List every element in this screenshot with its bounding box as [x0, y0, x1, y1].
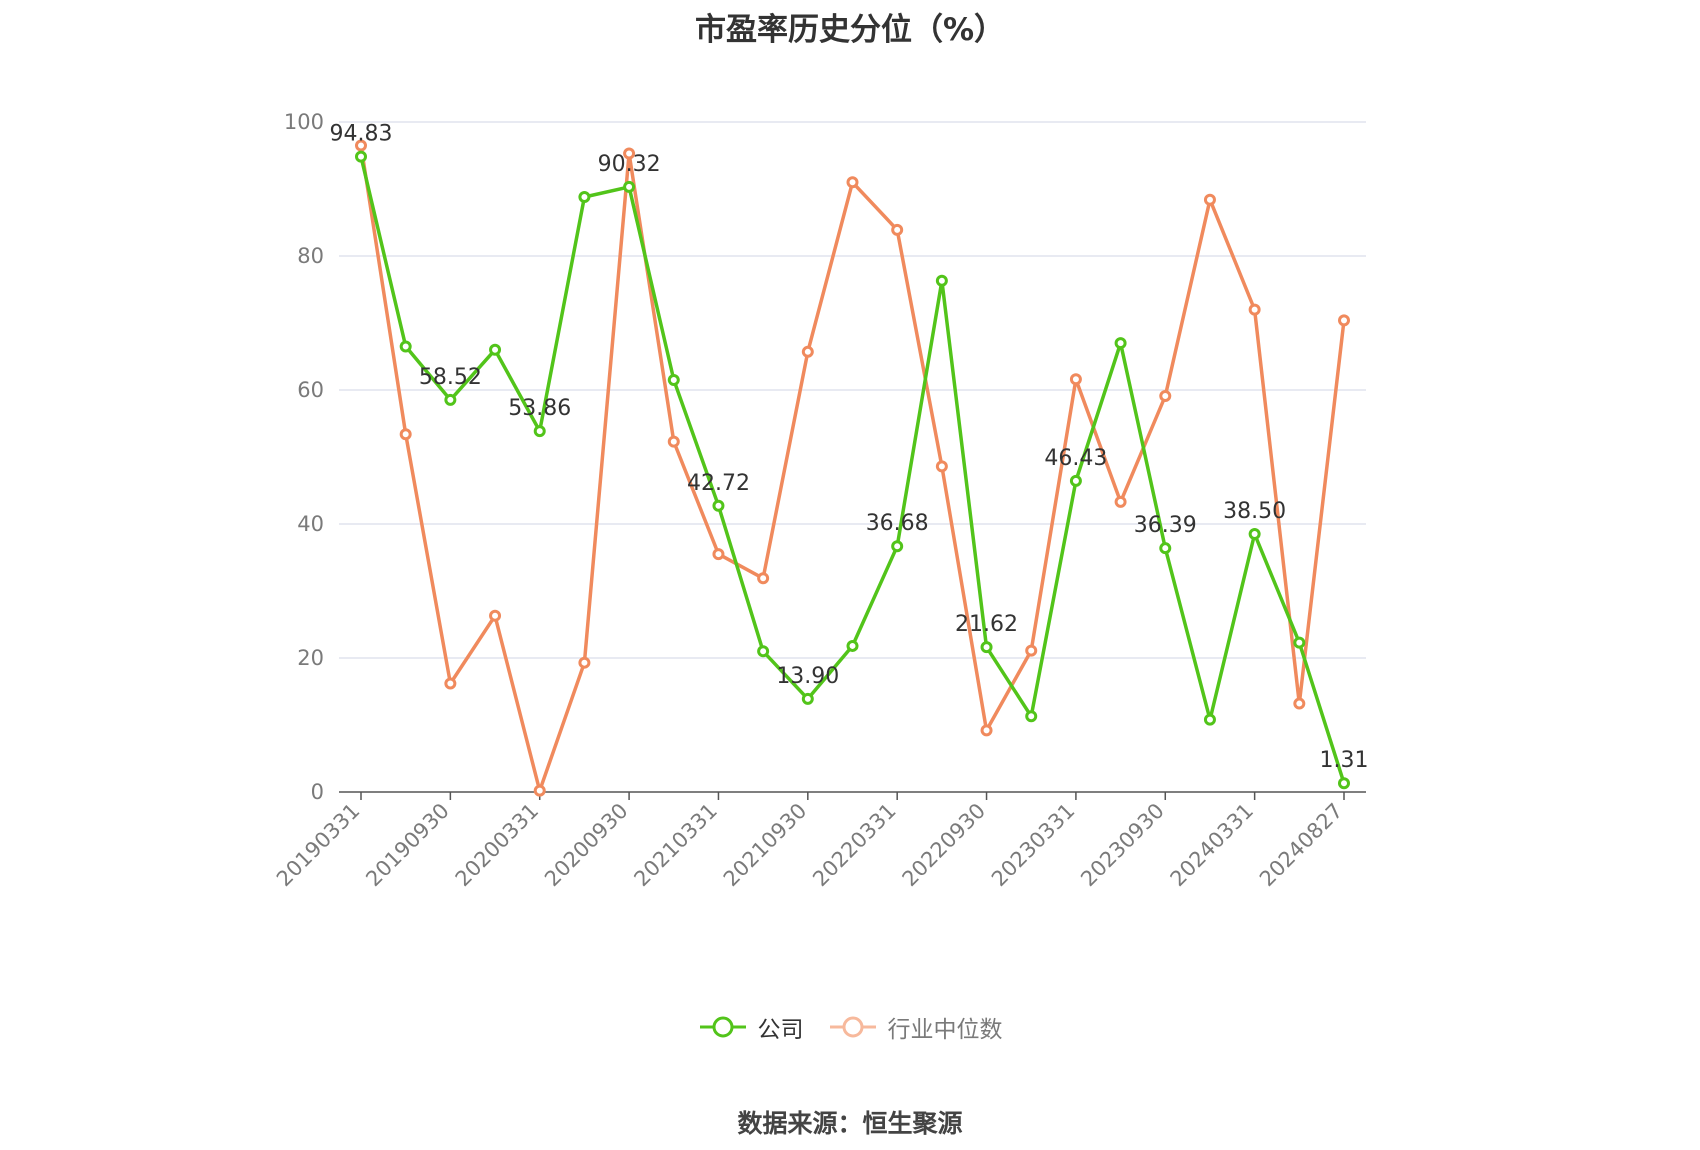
data-label-20240331: 38.50: [1223, 499, 1286, 524]
industry-point-20200930: [623, 147, 636, 160]
company-point-20200930: [623, 180, 636, 193]
y-tick-label-0: 0: [311, 780, 324, 804]
x-tick-label-20220331: 20220331: [808, 799, 901, 892]
company-point-20240331: [1248, 528, 1261, 541]
y-tick-label-80: 80: [297, 244, 324, 268]
series-layer: [355, 139, 1350, 797]
company-point-20230630: [1114, 337, 1127, 350]
x-tick-label-20240331: 20240331: [1166, 799, 1259, 892]
data-label-20210331: 42.72: [687, 471, 750, 496]
industry-point-20221231: [1025, 644, 1038, 657]
legend-item-industry[interactable]: 行业中位数: [828, 1010, 1003, 1044]
industry-point-20240630: [1293, 697, 1306, 710]
company-point-20200331: [533, 425, 546, 438]
legend-company-marker-icon: [699, 1016, 746, 1038]
company-point-20240827: [1338, 777, 1350, 790]
industry-point-20210930: [801, 345, 814, 358]
series-line-company: [359, 156, 1346, 784]
industry-point-20191231: [489, 609, 502, 622]
company-point-20201231: [667, 373, 680, 386]
company-point-20191231: [489, 343, 502, 356]
data-label-20190331: 94.83: [330, 122, 393, 147]
x-tick-label-20220930: 20220930: [898, 799, 991, 892]
y-tick-label-20: 20: [297, 646, 324, 670]
company-point-20230331: [1069, 474, 1082, 487]
industry-point-20231231: [1203, 193, 1216, 206]
company-point-20230930: [1159, 542, 1172, 555]
industry-point-20211231: [846, 176, 859, 189]
y-tick-label-100: 100: [284, 110, 324, 134]
company-point-20190630: [399, 340, 412, 353]
data-label-20190930: 58.52: [419, 365, 482, 390]
data-label-20220331: 36.68: [866, 511, 929, 536]
data-label-20220930: 21.62: [955, 612, 1018, 637]
company-point-20220930: [980, 641, 993, 654]
company-point-20220331: [891, 540, 904, 553]
x-tick-label-20190930: 20190930: [361, 799, 454, 892]
data-label-20240827: 1.31: [1320, 748, 1369, 773]
company-point-20210930: [801, 692, 814, 705]
legend-industry-label: 行业中位数: [887, 1017, 1003, 1043]
data-label-20230331: 46.43: [1044, 446, 1107, 471]
company-point-20190930: [444, 393, 457, 406]
company-point-20190331: [355, 150, 367, 163]
x-tick-label-20200930: 20200930: [540, 799, 633, 892]
legend-company-label: 公司: [757, 1017, 804, 1043]
data-label-20200331: 53.86: [508, 396, 571, 421]
company-point-20211231: [846, 639, 859, 652]
industry-point-20200331: [533, 784, 546, 797]
company-point-20210331: [712, 499, 725, 512]
industry-point-20220930: [980, 724, 993, 737]
y-tick-label-40: 40: [297, 512, 324, 536]
company-point-20220630: [935, 274, 948, 287]
data-label-20230930: 36.39: [1134, 513, 1197, 538]
x-tick-label-20210331: 20210331: [629, 799, 722, 892]
legend-industry-marker-icon: [829, 1016, 876, 1038]
industry-point-20190331: [355, 139, 367, 152]
company-point-20200630: [578, 191, 591, 204]
legend: 公司 行业中位数: [0, 1010, 1700, 1044]
x-tick-label-20210930: 20210930: [719, 799, 812, 892]
industry-point-20190930: [444, 677, 457, 690]
y-tick-label-60: 60: [297, 378, 324, 402]
industry-point-20210331: [712, 548, 725, 561]
data-label-20200930: 90.32: [598, 152, 661, 177]
company-point-20231231: [1203, 713, 1216, 726]
chart-title: 市盈率历史分位（%）: [694, 12, 1006, 48]
industry-point-20220331: [891, 223, 904, 236]
industry-point-20201231: [667, 435, 680, 448]
data-source: 数据来源：恒生聚源: [737, 1109, 963, 1138]
x-tick-label-20200331: 20200331: [451, 799, 544, 892]
x-tick-label-20240827: 20240827: [1255, 799, 1348, 892]
label-layer: 94.83 58.52 53.86 90.32 42.72 13.90 36.68 21.62…: [330, 122, 1369, 774]
industry-point-20240331: [1248, 303, 1261, 316]
x-tick-label-20230930: 20230930: [1076, 799, 1169, 892]
industry-point-20220630: [935, 460, 948, 473]
company-point-20240630: [1293, 636, 1306, 649]
industry-point-20200630: [578, 656, 591, 669]
series-line-industry: [359, 145, 1346, 793]
industry-point-20230630: [1114, 495, 1127, 508]
legend-item-company[interactable]: 公司: [698, 1010, 804, 1044]
industry-point-20230331: [1069, 373, 1082, 386]
industry-point-20210630: [757, 572, 770, 585]
industry-point-20230930: [1159, 390, 1172, 403]
industry-point-20190630: [399, 428, 412, 441]
data-label-20210930: 13.90: [776, 664, 839, 689]
company-point-20210630: [757, 645, 770, 658]
company-point-20221231: [1025, 710, 1038, 723]
industry-point-20240827: [1338, 314, 1350, 327]
x-tick-label-20190331: 20190331: [272, 799, 365, 892]
x-tick-label-20230331: 20230331: [987, 799, 1080, 892]
axis-layer: 0 20 40 60 80 100 2019033120190930202003312020…: [272, 110, 1366, 891]
